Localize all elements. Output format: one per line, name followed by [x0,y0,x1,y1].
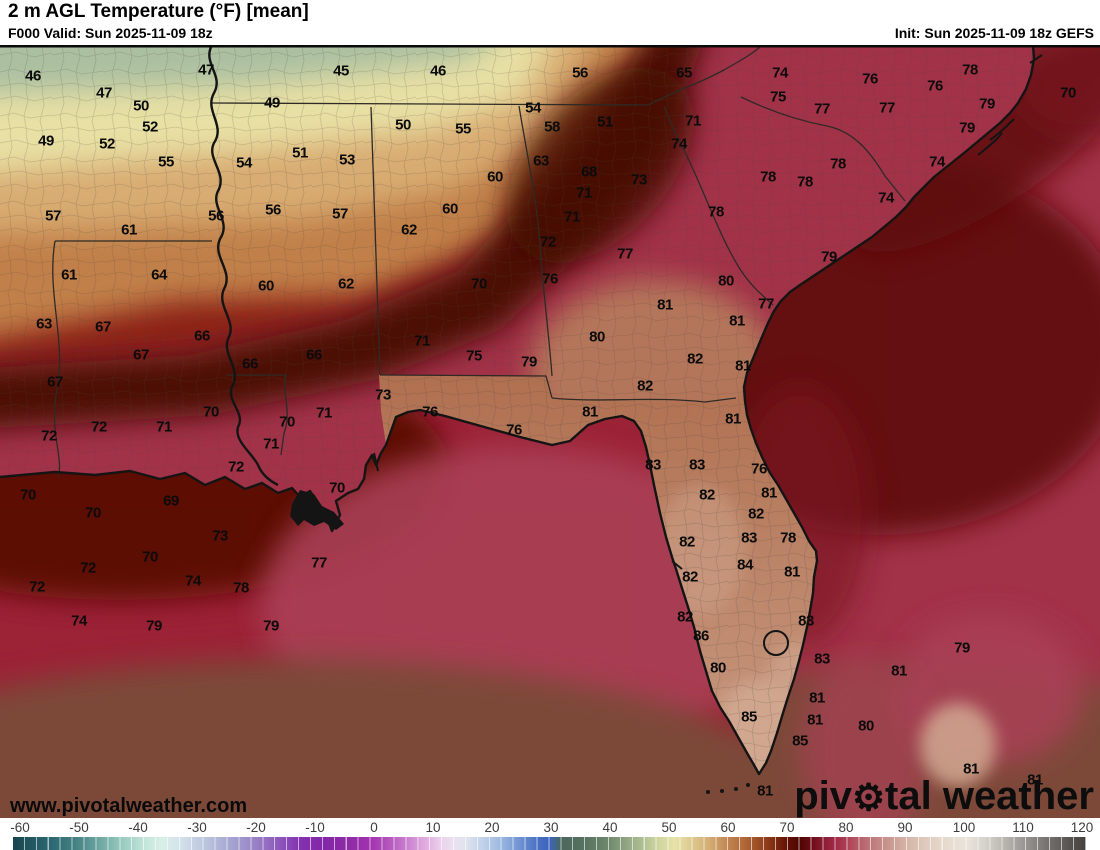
pivotal-weather-logo: piv⚙tal weather [794,774,1094,818]
logo-text-pre: piv [794,774,853,818]
colorbar-tick-label: 120 [1070,820,1094,835]
colorbar-tick-label: -40 [128,820,148,835]
colorbar-tick-label: -60 [10,820,30,835]
colorbar-tick-label: -20 [246,820,266,835]
colorbar-tick-label: 100 [952,820,976,835]
map-canvas [0,45,1100,818]
colorbar-tick-label: 10 [425,820,441,835]
logo-text-post: tal weather [885,774,1094,818]
colorbar-tick-label: 110 [1012,820,1034,835]
colorbar-tick-label: -30 [187,820,207,835]
colorbar-tick-label: 30 [543,820,559,835]
mississippi-river [208,45,279,487]
valid-time-label: F000 Valid: Sun 2025-11-09 18z [8,25,213,41]
colorbar-tick-label: 60 [720,820,736,835]
gear-icon: ⚙ [852,777,886,818]
colorbar-tick-label: 40 [602,820,618,835]
temperature-colorbar: -60 -50 -40 -30 -20 -10 0 10 20 30 40 50 60 70 80 90 100… [0,818,1100,850]
page-title: 2 m AGL Temperature (°F) [mean] [8,1,309,22]
colorbar-tick-label: 90 [897,820,913,835]
map-layers [0,45,1100,818]
coast-details [290,54,1043,794]
colorbar-cell-lines [13,837,1086,850]
colorbar-tick-label: 80 [838,820,854,835]
colorbar-tick-label: -50 [69,820,89,835]
colorbar-tick-label: 0 [370,820,378,835]
lake-okeechobee [763,630,789,656]
map-top-border [0,45,1100,48]
temperature-map [0,45,1100,818]
colorbar-tick-label: 70 [779,820,795,835]
init-time-label: Init: Sun 2025-11-09 18z GEFS [894,25,1094,41]
colorbar-tick-label: 20 [484,820,500,835]
colorbar-tick-label: -10 [305,820,325,835]
colorbar-tick-label: 50 [661,820,677,835]
map-header: 2 m AGL Temperature (°F) [mean] F000 Val… [0,0,1100,45]
state-borders [52,45,906,478]
coastline [0,45,1036,776]
watermark-url: www.pivotalweather.com [10,795,248,817]
